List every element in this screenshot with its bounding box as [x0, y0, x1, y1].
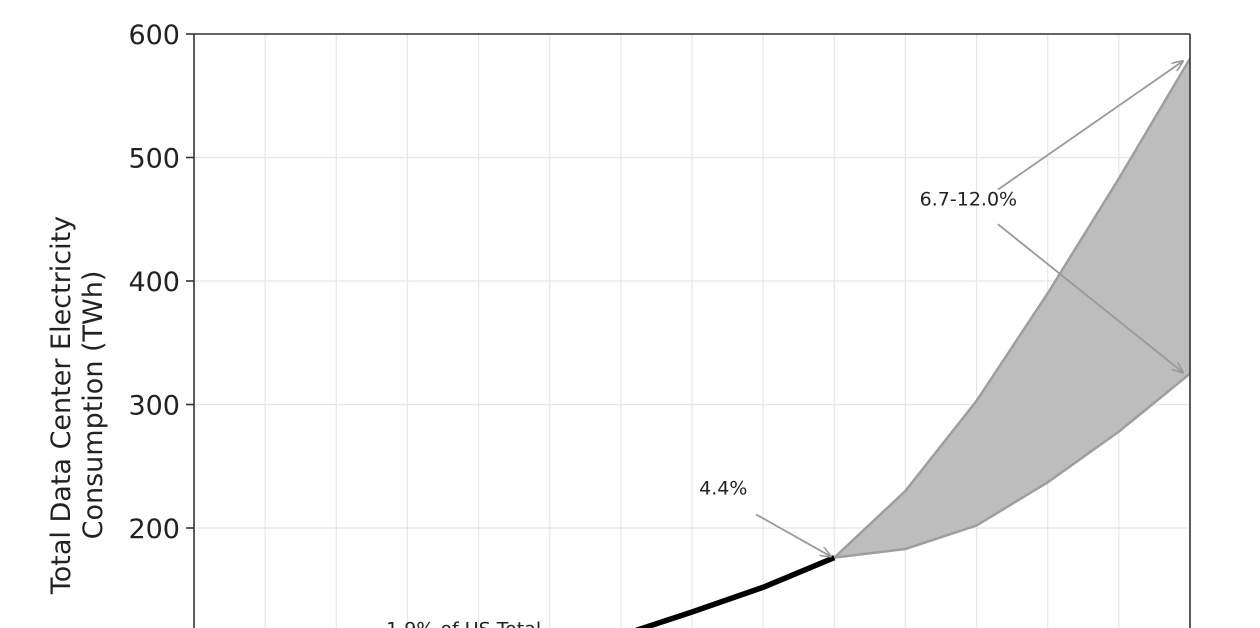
- y-axis-ticks: 200 300 400 500 600: [128, 20, 194, 545]
- y-tick-label-200: 200: [128, 514, 180, 545]
- annotation-label-2: 6.7-12.0%: [920, 189, 1017, 211]
- projection-band-layer: [833, 58, 1190, 559]
- axes-frame: [193, 33, 1191, 628]
- history-line-layer: [634, 555, 836, 628]
- projection-high-line: [833, 58, 1190, 559]
- annotation-label-0: 1.9% of US Total: [386, 618, 541, 628]
- y-axis-title-line2: Consumption (TWh): [78, 271, 109, 540]
- annotation-label-1: 4.4%: [699, 478, 747, 500]
- y-tick-label-500: 500: [128, 144, 180, 175]
- annotation-arrow-2-0: [997, 61, 1183, 191]
- y-tick-label-400: 400: [128, 267, 180, 298]
- projection-band: [834, 58, 1190, 558]
- projection-low-line: [834, 372, 1190, 559]
- history-line: [634, 555, 836, 628]
- annotation-arrow-2-1: [997, 223, 1183, 372]
- y-tick-label-600: 600: [128, 20, 180, 51]
- y-tick-label-300: 300: [128, 391, 180, 422]
- annotation-arrow-1-0: [755, 513, 831, 556]
- y-axis-title-line1: Total Data Center Electricity: [46, 216, 77, 595]
- annotations: 1.9% of US Total 4.4% 6.7-12.0%: [386, 61, 1183, 628]
